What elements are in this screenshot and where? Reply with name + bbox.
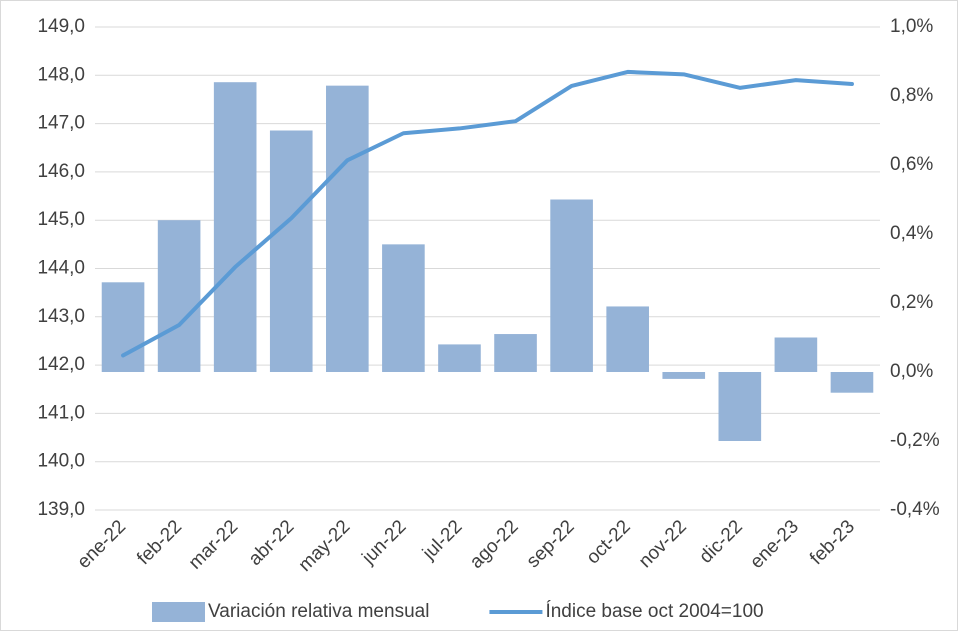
bar <box>213 82 257 372</box>
y2-tick-label: 0,4% <box>890 223 933 244</box>
y-tick-label: 140,0 <box>37 451 85 472</box>
y-tick-label: 145,0 <box>37 209 85 230</box>
bar <box>438 344 481 372</box>
y2-tick-label: 0,2% <box>890 292 933 313</box>
y-tick-label: 147,0 <box>37 113 85 134</box>
line <box>121 69 854 358</box>
bar <box>718 372 762 441</box>
y-tick-label: 148,0 <box>37 64 85 85</box>
y-tick-label: 141,0 <box>37 402 85 423</box>
y2-tick-label: 0,6% <box>890 154 933 175</box>
bar <box>662 372 706 379</box>
bar <box>101 282 145 372</box>
legend-label: Variación relativa mensual <box>208 601 429 622</box>
y2-tick-label: -0,4% <box>890 499 940 520</box>
bar <box>494 334 537 372</box>
bar <box>326 85 369 373</box>
y2-tick-label: 0,8% <box>890 85 933 106</box>
bar <box>157 220 201 372</box>
bar <box>382 244 425 372</box>
bar <box>606 306 649 372</box>
legend-swatch <box>152 602 205 622</box>
y-tick-label: 144,0 <box>37 258 85 279</box>
legend-label: Índice base oct 2004=100 <box>545 601 763 622</box>
bar <box>269 130 313 372</box>
y2-tick-label: -0,2% <box>890 430 940 451</box>
y-tick-label: 142,0 <box>37 354 85 375</box>
y-tick-label: 143,0 <box>37 306 85 327</box>
y2-tick-label: 1,0% <box>890 16 933 37</box>
y-tick-label: 146,0 <box>37 161 85 182</box>
y-tick-label: 139,0 <box>37 499 85 520</box>
bar <box>830 372 874 393</box>
bar <box>550 199 593 372</box>
y-tick-label: 149,0 <box>37 16 85 37</box>
bar <box>774 337 818 372</box>
y2-tick-label: 0,0% <box>890 361 933 382</box>
